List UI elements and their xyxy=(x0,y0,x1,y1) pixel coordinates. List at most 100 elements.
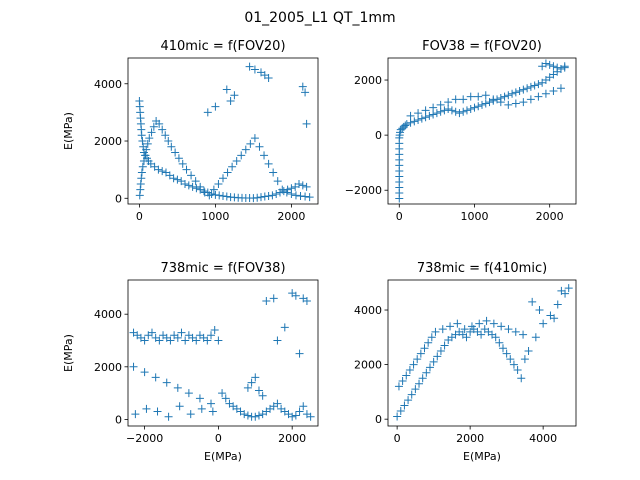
data-point xyxy=(506,355,515,364)
data-point xyxy=(195,394,204,403)
data-point xyxy=(223,168,232,177)
x-tick-label: 2000 xyxy=(456,432,484,445)
data-point xyxy=(230,91,239,100)
x-axis-label: E(MPa) xyxy=(463,450,501,463)
data-point xyxy=(421,113,430,122)
data-point xyxy=(158,125,167,134)
data-point xyxy=(215,191,224,200)
data-point xyxy=(241,145,250,154)
data-point xyxy=(302,119,311,128)
data-point xyxy=(519,98,528,107)
data-point xyxy=(411,385,420,394)
subplot-title: 410mic = f(FOV20) xyxy=(160,39,285,54)
data-point xyxy=(273,177,282,186)
data-point xyxy=(511,88,520,97)
data-point xyxy=(164,137,173,146)
data-point xyxy=(174,154,183,163)
y-axis-label: E(MPa) xyxy=(62,112,75,150)
data-point xyxy=(200,187,208,196)
data-point xyxy=(264,159,273,168)
data-point xyxy=(237,151,246,160)
data-point xyxy=(553,63,562,72)
x-tick-label: 0 xyxy=(396,210,403,223)
data-point xyxy=(508,89,517,98)
data-point xyxy=(438,325,447,334)
data-point xyxy=(429,110,438,119)
data-point xyxy=(402,120,411,129)
data-point xyxy=(409,360,418,369)
data-point xyxy=(402,371,411,380)
y-tick-label: 4000 xyxy=(354,304,382,317)
data-point xyxy=(436,107,445,116)
data-point xyxy=(440,106,449,115)
data-point xyxy=(414,109,423,118)
data-point xyxy=(497,322,506,331)
axes-frame xyxy=(387,279,577,427)
data-point xyxy=(135,191,144,200)
data-point xyxy=(302,297,311,306)
data-point xyxy=(254,386,263,395)
data-point xyxy=(513,366,522,375)
data-point xyxy=(272,189,281,198)
data-point xyxy=(534,80,543,89)
data-point xyxy=(260,192,269,201)
data-point xyxy=(431,327,440,336)
x-tick-label: 2000 xyxy=(536,210,564,223)
data-point xyxy=(246,139,255,148)
data-point xyxy=(531,333,540,342)
data-point xyxy=(422,368,431,377)
data-point xyxy=(288,412,297,421)
data-point xyxy=(141,151,150,160)
data-point xyxy=(420,344,429,353)
data-point xyxy=(291,411,300,420)
data-point xyxy=(541,89,550,98)
y-tick-label: 2000 xyxy=(94,135,122,148)
data-point xyxy=(444,98,453,107)
data-point xyxy=(401,121,410,130)
data-point xyxy=(287,189,296,198)
data-point xyxy=(416,349,425,358)
data-point xyxy=(177,328,186,337)
data-point xyxy=(446,322,455,331)
data-point xyxy=(549,62,558,71)
data-point xyxy=(504,91,513,100)
data-point xyxy=(243,383,252,392)
data-point xyxy=(414,115,423,124)
data-point xyxy=(203,336,212,345)
data-point xyxy=(214,336,223,345)
data-point xyxy=(460,325,469,334)
data-point xyxy=(264,191,273,200)
data-point xyxy=(511,327,520,336)
data-point xyxy=(470,103,479,112)
data-point xyxy=(410,117,419,126)
data-point xyxy=(459,107,468,116)
data-point xyxy=(291,191,300,200)
data-point xyxy=(564,284,573,293)
data-point xyxy=(219,191,227,200)
data-point xyxy=(240,410,249,419)
data-point xyxy=(278,185,287,194)
data-point xyxy=(251,373,260,382)
axes-frame xyxy=(127,57,319,205)
data-point xyxy=(534,92,543,101)
data-point xyxy=(477,330,486,339)
data-point xyxy=(528,297,537,306)
data-point xyxy=(186,410,195,419)
data-point xyxy=(140,336,149,345)
data-point xyxy=(273,399,282,408)
data-point xyxy=(155,336,164,345)
data-point xyxy=(250,134,259,143)
data-point xyxy=(524,346,533,355)
x-tick-label: 1000 xyxy=(460,210,488,223)
data-point xyxy=(405,366,414,375)
data-point xyxy=(498,344,507,353)
data-point xyxy=(214,179,223,188)
data-point xyxy=(192,336,201,345)
data-point xyxy=(526,82,535,91)
data-point xyxy=(301,88,310,97)
data-point xyxy=(535,306,544,315)
data-point xyxy=(181,336,190,345)
data-point xyxy=(549,87,558,96)
data-point xyxy=(218,389,227,398)
